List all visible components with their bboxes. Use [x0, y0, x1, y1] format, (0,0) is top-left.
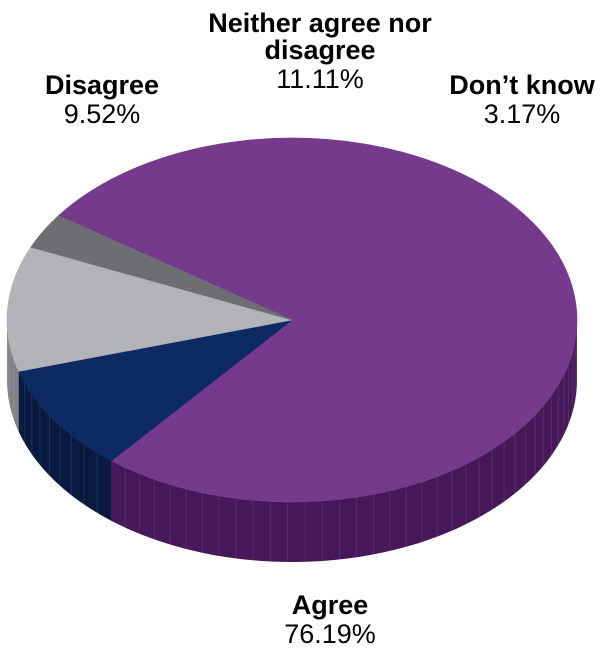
label-disagree: Disagree 9.52% — [22, 72, 182, 128]
label-neither-name: Neither agree nor disagree — [208, 8, 432, 65]
label-agree: Agree 76.19% — [200, 592, 460, 648]
label-dont-know-value: 3.17% — [483, 99, 561, 129]
label-neither-value: 11.11% — [276, 64, 364, 94]
label-disagree-value: 9.52% — [63, 99, 141, 129]
pie-side-disagree — [18, 371, 112, 521]
label-neither: Neither agree nor disagree 11.11% — [195, 10, 445, 93]
pie-slice-disagree — [18, 319, 293, 462]
pie-side-agree — [111, 320, 577, 562]
label-disagree-name: Disagree — [44, 70, 160, 100]
label-agree-name: Agree — [291, 590, 369, 620]
pie-side-neither-agree-nor-disagree — [7, 320, 19, 432]
pie-slice-agree — [57, 137, 578, 503]
label-dont-know: Don’t know 3.17% — [432, 72, 611, 128]
pie-slice-neither-agree-nor-disagree — [6, 246, 293, 372]
label-agree-value: 76.19% — [284, 619, 376, 649]
label-dont-know-name: Don’t know — [449, 70, 595, 100]
pie-slice-don-t-know — [30, 215, 293, 321]
